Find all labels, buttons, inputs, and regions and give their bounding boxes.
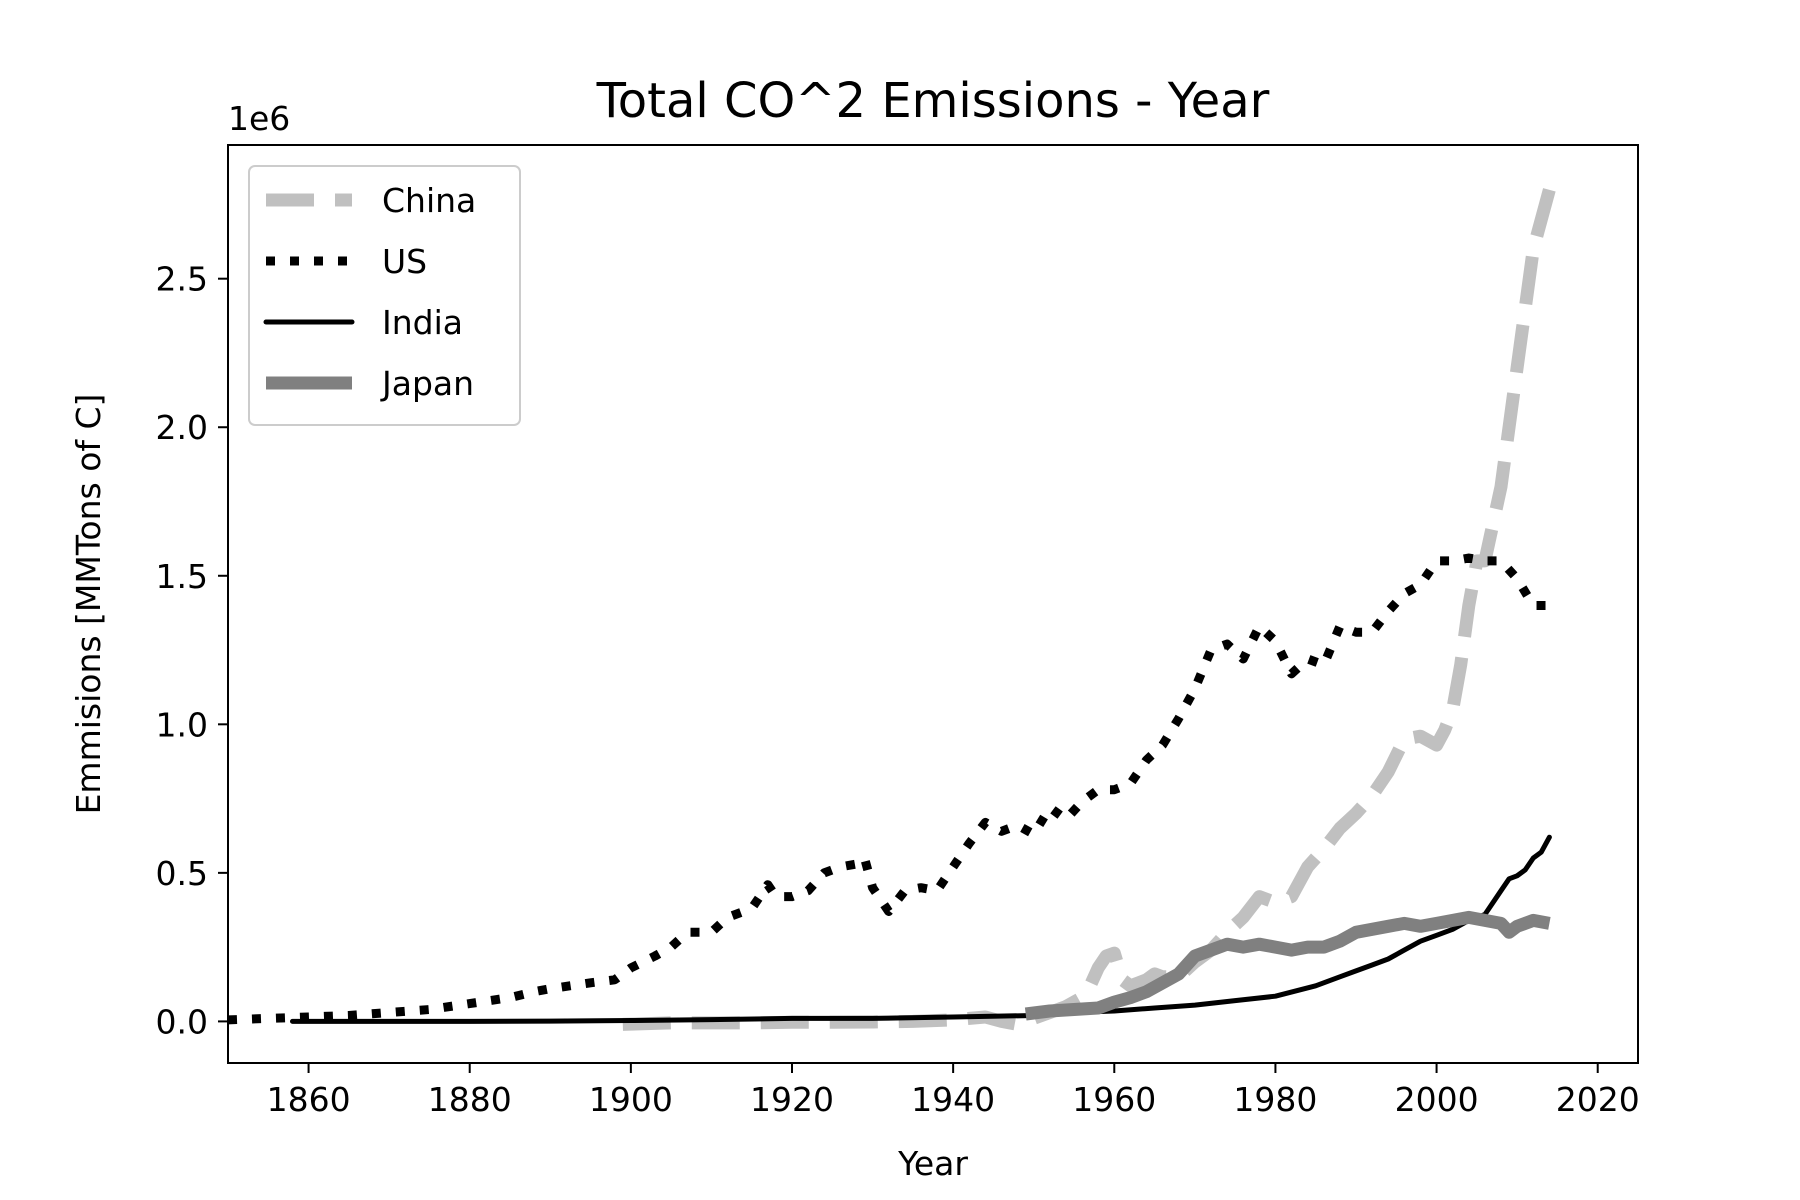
y-tick-label: 2.5 xyxy=(156,260,208,299)
legend-label-japan: Japan xyxy=(380,364,474,403)
x-tick-label: 1960 xyxy=(1072,1080,1156,1119)
y-tick-label: 2.0 xyxy=(156,408,208,447)
x-tick-label: 2020 xyxy=(1556,1080,1640,1119)
x-tick-label: 1980 xyxy=(1233,1080,1317,1119)
series-line-japan xyxy=(1024,910,1551,1021)
chart-title: Total CO^2 Emissions - Year xyxy=(596,73,1270,129)
y-tick-label: 1.5 xyxy=(156,557,208,596)
x-tick-label: 1900 xyxy=(589,1080,673,1119)
legend-box xyxy=(248,165,521,426)
y-axis-label: Emmisions [MMTons of C] xyxy=(69,394,108,815)
plot-area xyxy=(227,144,1639,1064)
legend: China US India Japan xyxy=(248,165,521,426)
series-line-us xyxy=(228,553,1550,1025)
x-tick-label: 2000 xyxy=(1395,1080,1479,1119)
y-axis-ticks: 0.0 0.5 1.0 1.5 2.0 2.5 xyxy=(156,260,228,1041)
y-axis-offset-label: 1e6 xyxy=(228,99,290,138)
legend-label-china: China xyxy=(382,181,476,220)
series-line-china xyxy=(622,187,1556,1031)
x-tick-label: 1880 xyxy=(428,1080,512,1119)
x-tick-label: 1860 xyxy=(267,1080,351,1119)
x-axis-ticks: 1860 1880 1900 1920 1940 1960 1980 2000 2020 xyxy=(267,1063,1640,1119)
series-group xyxy=(228,187,1556,1031)
legend-label-india: India xyxy=(382,303,463,342)
y-tick-label: 0.5 xyxy=(156,854,208,893)
x-tick-label: 1920 xyxy=(750,1080,834,1119)
series-line-india xyxy=(290,834,1552,1024)
legend-label-us: US xyxy=(382,242,427,281)
x-tick-label: 1940 xyxy=(911,1080,995,1119)
y-tick-label: 0.0 xyxy=(156,1002,208,1041)
x-axis-label: Year xyxy=(897,1144,968,1183)
y-tick-label: 1.0 xyxy=(156,705,208,744)
series-layer xyxy=(228,187,1556,1031)
